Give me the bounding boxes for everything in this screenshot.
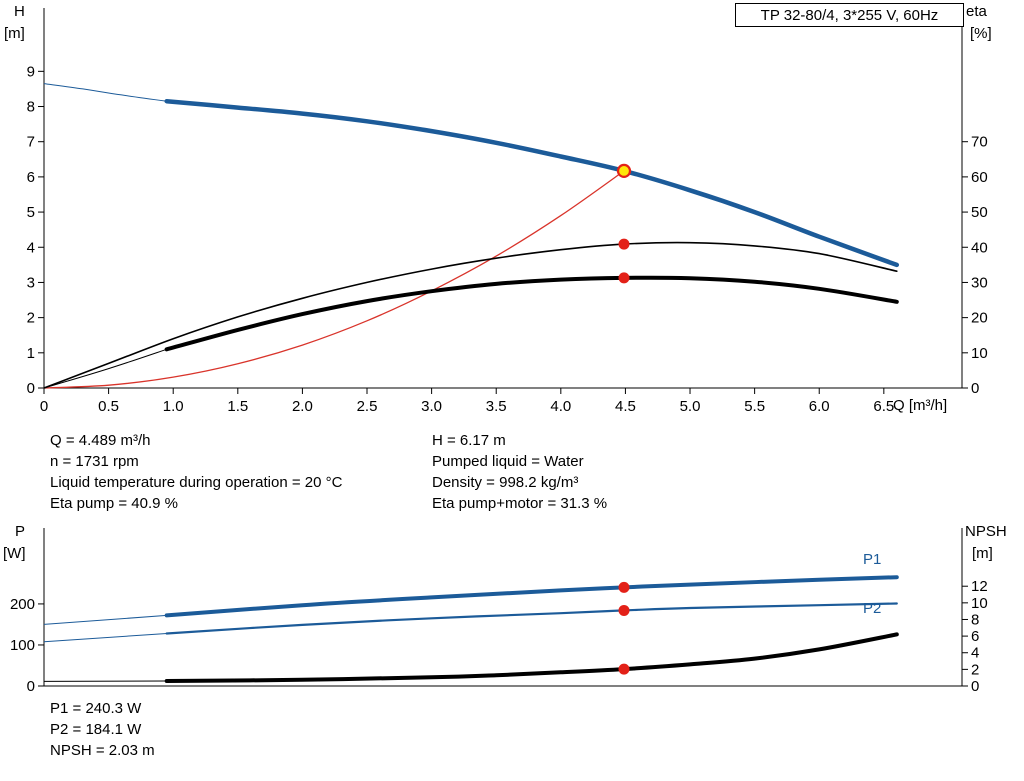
info-temperature: Liquid temperature during operation = 20… bbox=[50, 474, 343, 491]
eta-pump-motor-curve bbox=[164, 275, 899, 352]
h-axis-name: H bbox=[14, 3, 25, 20]
y-left-tick-label: 7 bbox=[27, 134, 35, 151]
eta-pump-point bbox=[618, 238, 630, 250]
y-left-tick-label: 6 bbox=[27, 169, 35, 186]
x-tick-label: 6.5 bbox=[873, 398, 894, 415]
y-right-tick-label: 70 bbox=[971, 134, 988, 151]
x-tick-label: 3.5 bbox=[486, 398, 507, 415]
npsh-point bbox=[618, 663, 630, 675]
p2-curve-label: P2 bbox=[863, 600, 882, 617]
info-head: H = 6.17 m bbox=[432, 432, 506, 449]
p2-point bbox=[618, 604, 630, 616]
y-right-tick-label: 20 bbox=[971, 310, 988, 327]
p1-curve-label: P1 bbox=[863, 551, 882, 568]
p1-power-curve bbox=[164, 575, 899, 618]
info-density: Density = 998.2 kg/m³ bbox=[432, 474, 579, 491]
y-right-tick-label: 4 bbox=[971, 645, 979, 662]
y-right-tick-label: 60 bbox=[971, 169, 988, 186]
y-left-tick-label: 3 bbox=[27, 274, 35, 291]
x-tick-label: 5.0 bbox=[680, 398, 701, 415]
y-right-tick-label: 2 bbox=[971, 661, 979, 678]
result-npsh: NPSH = 2.03 m bbox=[50, 742, 155, 759]
p2-power-curve bbox=[165, 602, 898, 635]
x-tick-label: 6.0 bbox=[809, 398, 830, 415]
y-left-tick-label: 9 bbox=[27, 63, 35, 80]
power-chart-axes bbox=[43, 528, 963, 687]
eta-axis-name: eta bbox=[966, 3, 987, 20]
npsh-curve bbox=[164, 632, 899, 683]
y-right-tick-label: 6 bbox=[971, 628, 979, 645]
eta-axis-unit: [%] bbox=[970, 25, 992, 42]
info-flow: Q = 4.489 m³/h bbox=[50, 432, 151, 449]
y-left-tick-label: 2 bbox=[27, 310, 35, 327]
p1-point bbox=[618, 581, 630, 593]
y-right-tick-label: 12 bbox=[971, 578, 988, 595]
pump-head-curve-thin-extension bbox=[43, 83, 167, 102]
head-chart-axes bbox=[43, 8, 963, 389]
y-right-tick-label: 0 bbox=[971, 678, 979, 695]
npsh-axis-unit: [m] bbox=[972, 545, 993, 562]
x-tick-label: 4.0 bbox=[550, 398, 571, 415]
x-tick-label: 5.5 bbox=[744, 398, 765, 415]
y-right-tick-label: 50 bbox=[971, 204, 988, 221]
y-left-tick-label: 5 bbox=[27, 204, 35, 221]
y-left-tick-label: 1 bbox=[27, 345, 35, 362]
npsh-axis-name: NPSH bbox=[965, 523, 1007, 540]
pump-head-curve bbox=[164, 98, 900, 268]
duty-point[interactable] bbox=[616, 163, 632, 179]
x-tick-label: 1.0 bbox=[163, 398, 184, 415]
pump-type-label: TP 32-80/4, 3*255 V, 60Hz bbox=[760, 6, 939, 24]
info-liquid: Pumped liquid = Water bbox=[432, 453, 584, 470]
x-tick-label: 0.5 bbox=[98, 398, 119, 415]
power-results-block: P1 = 240.3 W P2 = 184.1 W NPSH = 2.03 m bbox=[50, 698, 155, 761]
h-axis-unit: [m] bbox=[4, 25, 25, 42]
q-axis-label: Q [m³/h] bbox=[893, 397, 948, 414]
x-tick-label: 1.5 bbox=[227, 398, 248, 415]
p-axis-name: P bbox=[15, 523, 26, 540]
eta-pump-motor-curve-thin-extension bbox=[43, 348, 167, 389]
y-left-tick-label: 100 bbox=[10, 637, 35, 654]
duty-info-right-column: H = 6.17 m Pumped liquid = Water Density… bbox=[432, 430, 607, 514]
y-left-tick-label: 0 bbox=[27, 380, 35, 397]
info-eta-pump: Eta pump = 40.9 % bbox=[50, 495, 178, 512]
y-right-tick-label: 30 bbox=[971, 274, 988, 291]
x-tick-label: 2.5 bbox=[357, 398, 378, 415]
info-eta-pump-motor: Eta pump+motor = 31.3 % bbox=[432, 495, 608, 512]
info-speed: n = 1731 rpm bbox=[50, 453, 139, 470]
duty-info-left-column: Q = 4.489 m³/h n = 1731 rpm Liquid tempe… bbox=[50, 430, 342, 514]
pump-type-box: TP 32-80/4, 3*255 V, 60Hz bbox=[735, 3, 964, 27]
p2-power-curve-thin-extension bbox=[43, 633, 167, 643]
result-p1: P1 = 240.3 W bbox=[50, 700, 142, 717]
p1-power-curve-thin-extension bbox=[43, 614, 167, 625]
y-right-tick-label: 8 bbox=[971, 611, 979, 628]
y-right-tick-label: 40 bbox=[971, 239, 988, 256]
system-resulting-curve bbox=[43, 170, 625, 389]
x-tick-label: 3.0 bbox=[421, 398, 442, 415]
eta-pump-motor-point bbox=[618, 272, 630, 284]
y-right-tick-label: 10 bbox=[971, 345, 988, 362]
y-left-tick-label: 0 bbox=[27, 678, 35, 695]
x-tick-label: 2.0 bbox=[292, 398, 313, 415]
y-right-tick-label: 10 bbox=[971, 595, 988, 612]
y-left-tick-label: 8 bbox=[27, 99, 35, 116]
y-right-tick-label: 0 bbox=[971, 380, 979, 397]
x-tick-label: 4.5 bbox=[615, 398, 636, 415]
y-left-tick-label: 200 bbox=[10, 596, 35, 613]
eta-pump-curve bbox=[43, 241, 898, 389]
x-tick-label: 0 bbox=[40, 398, 48, 415]
y-left-tick-label: 4 bbox=[27, 239, 35, 256]
p-axis-unit: [W] bbox=[3, 545, 26, 562]
result-p2: P2 = 184.1 W bbox=[50, 721, 142, 738]
